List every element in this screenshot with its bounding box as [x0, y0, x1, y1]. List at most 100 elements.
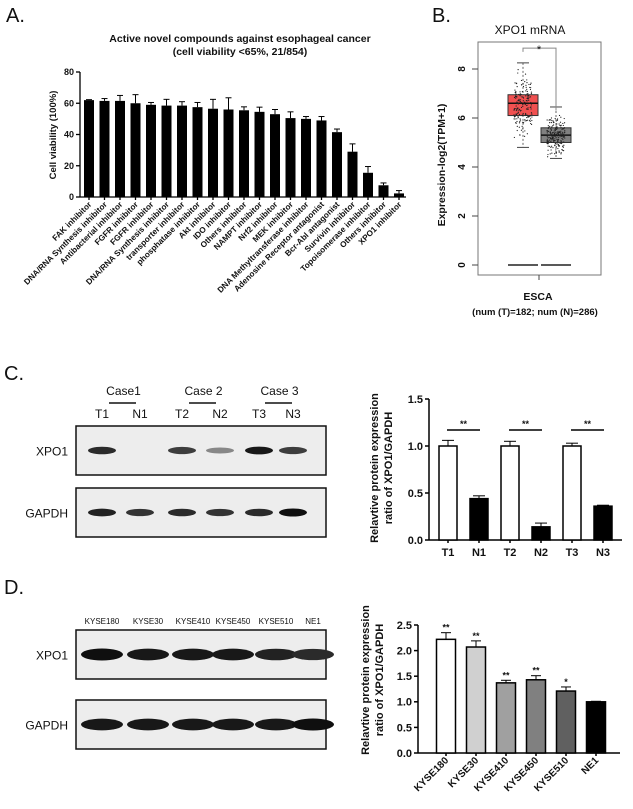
protein-band	[127, 648, 169, 661]
data-point	[551, 126, 553, 128]
data-point	[561, 135, 563, 137]
data-point	[560, 132, 562, 134]
data-point	[514, 82, 516, 84]
data-point	[524, 113, 527, 115]
data-point	[562, 131, 564, 133]
data-point	[519, 121, 521, 123]
y-tick-label: 0.5	[408, 488, 423, 500]
protein-band	[255, 648, 297, 661]
data-point	[552, 124, 555, 126]
data-point	[530, 104, 532, 106]
data-point	[520, 129, 523, 131]
chart-d-ylabel-line1: Relavtive protein expression	[360, 605, 372, 755]
data-point	[519, 100, 521, 103]
data-point	[530, 91, 533, 93]
data-point	[554, 133, 556, 135]
bar	[223, 109, 234, 197]
data-point	[529, 86, 531, 89]
data-point	[562, 133, 564, 135]
data-point	[563, 135, 565, 137]
lane-label: KYSE510	[259, 617, 294, 626]
data-point	[522, 105, 524, 107]
data-point	[552, 147, 554, 149]
data-point	[554, 117, 556, 120]
data-point	[551, 132, 554, 134]
blot-row-label: GAPDH	[25, 507, 68, 521]
data-point	[562, 128, 564, 130]
bar	[270, 114, 280, 197]
lane-label: KYSE450	[216, 617, 251, 626]
data-point	[555, 120, 557, 122]
y-tick-label: 40	[64, 130, 74, 140]
data-point	[547, 145, 549, 147]
chart-a-title: Active novel compounds against esophagea…	[109, 33, 370, 45]
significance-marker: **	[532, 666, 540, 676]
data-point	[551, 139, 553, 141]
panel-label-c: C.	[4, 363, 24, 385]
data-point	[550, 141, 552, 143]
data-point	[557, 139, 559, 142]
lane-label: T2	[175, 407, 189, 421]
data-point	[564, 137, 566, 139]
data-point	[558, 145, 561, 147]
data-point	[514, 118, 516, 120]
chart-b-xlabel: ESCA	[523, 291, 553, 303]
lane-label: T3	[252, 407, 266, 421]
data-point	[519, 134, 521, 136]
data-point	[522, 128, 524, 130]
data-point	[558, 114, 561, 117]
protein-band	[206, 508, 234, 517]
data-point	[526, 116, 528, 119]
data-point	[563, 132, 566, 134]
data-point	[530, 93, 533, 95]
lane-label: KYSE30	[133, 617, 164, 626]
y-tick-label: 0.0	[397, 748, 412, 760]
data-point	[560, 152, 562, 154]
data-point	[549, 134, 552, 136]
data-point	[515, 82, 518, 85]
bar	[332, 132, 342, 197]
data-point	[556, 138, 558, 140]
data-point	[548, 126, 550, 129]
data-point	[554, 132, 556, 134]
data-point	[527, 103, 529, 105]
bar	[500, 445, 520, 541]
data-point	[526, 93, 528, 95]
data-point	[549, 119, 551, 121]
data-point	[554, 138, 556, 140]
data-point	[515, 113, 518, 115]
data-point	[564, 130, 566, 132]
data-point	[549, 125, 551, 128]
panel-label-b: B.	[432, 5, 451, 27]
data-point	[521, 96, 523, 98]
data-point	[554, 142, 556, 145]
chart-b: 0 2 4 6 8 *	[457, 41, 602, 280]
bar	[285, 118, 296, 197]
data-point	[550, 146, 552, 148]
bar	[161, 105, 172, 197]
case-label: Case 2	[184, 384, 222, 398]
data-point	[516, 118, 518, 120]
data-point	[554, 135, 556, 137]
data-point	[550, 117, 553, 119]
data-point	[524, 73, 527, 75]
data-point	[524, 119, 526, 121]
blot-row-label: XPO1	[36, 445, 68, 459]
y-tick-label: 60	[64, 98, 74, 108]
data-point	[522, 112, 524, 115]
data-point	[560, 133, 562, 136]
protein-band	[88, 446, 116, 455]
data-point	[557, 132, 559, 134]
data-point	[561, 137, 563, 140]
data-point	[553, 140, 555, 142]
bar	[347, 151, 358, 197]
lane-label: N1	[132, 407, 148, 421]
data-point	[547, 127, 549, 130]
data-point	[557, 138, 559, 141]
bar	[208, 108, 218, 197]
data-point	[547, 139, 549, 142]
data-point	[556, 135, 558, 137]
data-point	[551, 141, 553, 143]
bar	[495, 682, 517, 754]
data-point	[556, 127, 558, 130]
